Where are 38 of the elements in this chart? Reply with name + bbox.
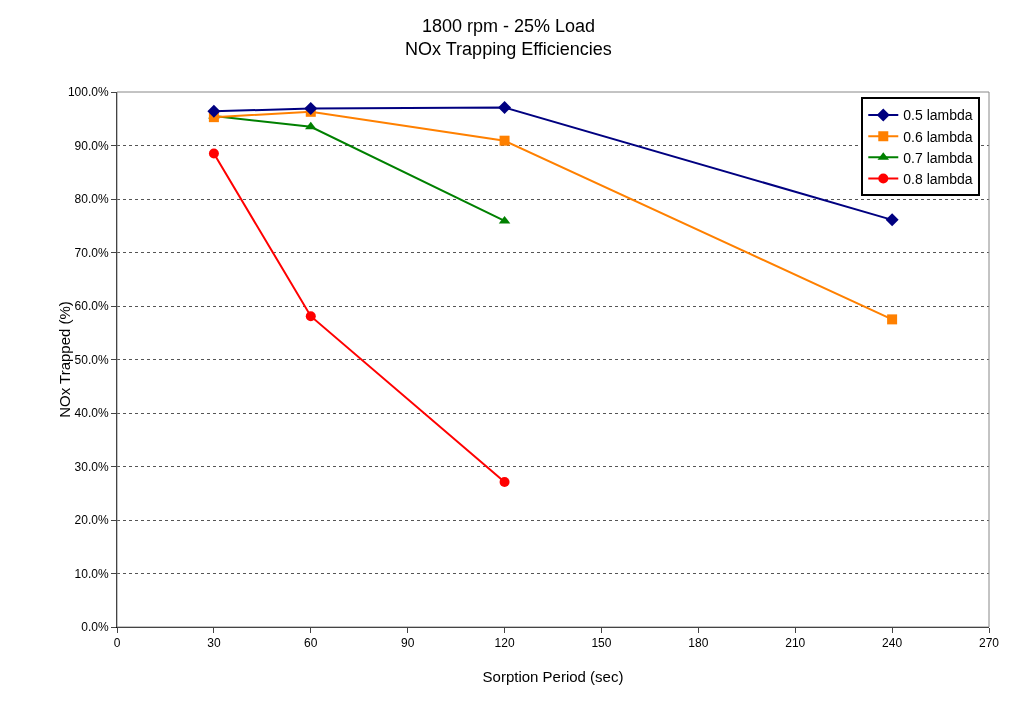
legend-label: 0.7 lambda xyxy=(903,149,973,166)
point xyxy=(499,477,510,488)
y-tick-label: 90.0% xyxy=(74,138,109,153)
x-tick-label: 30 xyxy=(207,636,221,651)
y-tick-label: 40.0% xyxy=(74,406,109,421)
point xyxy=(498,101,512,115)
legend-label: 0.5 lambda xyxy=(903,107,973,124)
y-tick-label: 30.0% xyxy=(74,459,109,474)
y-axis-title: NOx Trapped (%) xyxy=(55,301,73,418)
y-tick-label: 50.0% xyxy=(74,352,109,367)
point xyxy=(305,311,316,322)
legend-label: 0.8 lambda xyxy=(903,171,973,188)
y-tick-label: 0.0% xyxy=(81,620,109,635)
x-tick-label: 60 xyxy=(304,636,318,651)
point xyxy=(885,213,899,227)
y-tick-label: 80.0% xyxy=(74,192,109,207)
x-tick-label: 0 xyxy=(113,636,121,651)
x-tick-label: 270 xyxy=(978,636,1000,651)
y-tick-label: 100.0% xyxy=(67,85,109,100)
point xyxy=(207,104,221,118)
y-tick-label: 20.0% xyxy=(74,513,109,528)
x-tick-label: 240 xyxy=(882,636,903,651)
y-tick-label: 60.0% xyxy=(74,299,109,314)
y-tick-label: 70.0% xyxy=(74,245,109,260)
x-tick-label: 90 xyxy=(400,636,415,651)
x-tick-label: 210 xyxy=(785,636,806,651)
x-tick-label: 150 xyxy=(591,636,612,651)
point xyxy=(499,135,510,146)
point xyxy=(887,314,898,325)
chart-title: 1800 rpm - 25% Load NOx Trapping Efficiencies xyxy=(405,15,612,60)
point xyxy=(208,148,219,159)
x-tick-label: 120 xyxy=(494,636,515,651)
x-axis-title: Sorption Period (sec) xyxy=(482,668,624,685)
point xyxy=(305,121,317,130)
point xyxy=(304,102,318,116)
y-tick-label: 10.0% xyxy=(74,566,109,581)
x-tick-label: 180 xyxy=(688,636,709,651)
legend-label: 0.6 lambda xyxy=(903,128,973,145)
